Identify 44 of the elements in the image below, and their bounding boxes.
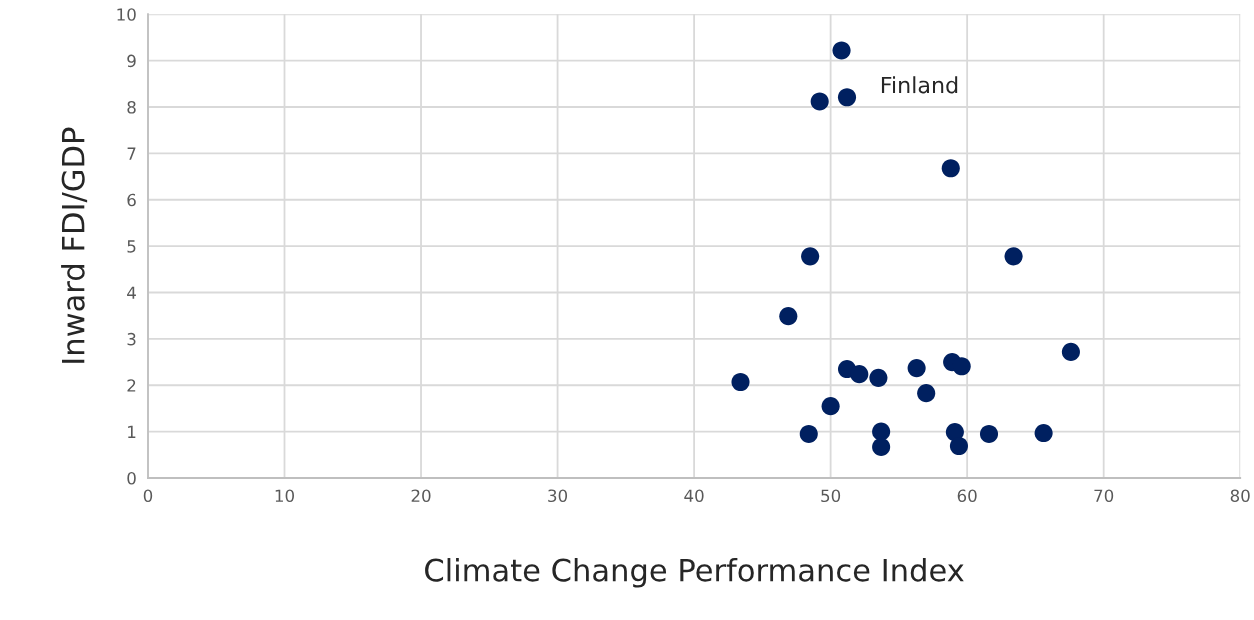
point <box>799 424 818 444</box>
x-tick-label: 40 <box>684 489 704 503</box>
annotation: Finland <box>881 76 958 94</box>
y-tick-label: 0 <box>127 471 136 485</box>
y-tick-label: 3 <box>127 332 136 346</box>
x-tick-label: 10 <box>275 489 294 503</box>
y-tick-label: 6 <box>127 193 136 207</box>
x-tick-label: 70 <box>1094 489 1114 503</box>
point <box>837 88 857 107</box>
point <box>907 359 926 378</box>
point <box>731 372 750 392</box>
y-tick-label: 1 <box>128 425 136 438</box>
x-tick-label: 20 <box>411 489 431 503</box>
point <box>1034 423 1053 443</box>
point <box>917 384 936 403</box>
point <box>1061 342 1080 361</box>
y-tick-label: 2 <box>127 379 136 392</box>
point <box>869 368 888 387</box>
point <box>850 365 869 384</box>
y-tick-label: 7 <box>127 147 136 160</box>
x-tick-label: 0 <box>143 489 153 503</box>
y-tick-label: 9 <box>127 54 136 68</box>
y-tick-label: 10 <box>117 8 136 21</box>
y-tick-label: 4 <box>127 286 136 299</box>
point <box>779 307 798 326</box>
point <box>801 247 820 266</box>
x-tick-label: 50 <box>821 489 841 503</box>
x-tick-label: 80 <box>1230 489 1250 503</box>
point <box>941 159 960 178</box>
x-tick-label: 30 <box>548 489 568 503</box>
point <box>872 437 891 456</box>
point <box>832 41 851 60</box>
point <box>952 357 971 376</box>
point <box>821 397 840 416</box>
point <box>872 422 891 441</box>
y-tick-label: 5 <box>127 240 136 253</box>
point <box>1004 247 1023 266</box>
point <box>810 92 829 111</box>
point <box>949 436 969 456</box>
y-axis-title: Inward FDI/GDP <box>61 127 88 363</box>
x-axis-title: Climate Change Performance Index <box>425 558 964 588</box>
point <box>979 424 999 444</box>
x-tick-label: 60 <box>957 489 977 503</box>
y-tick-label: 8 <box>127 100 136 114</box>
